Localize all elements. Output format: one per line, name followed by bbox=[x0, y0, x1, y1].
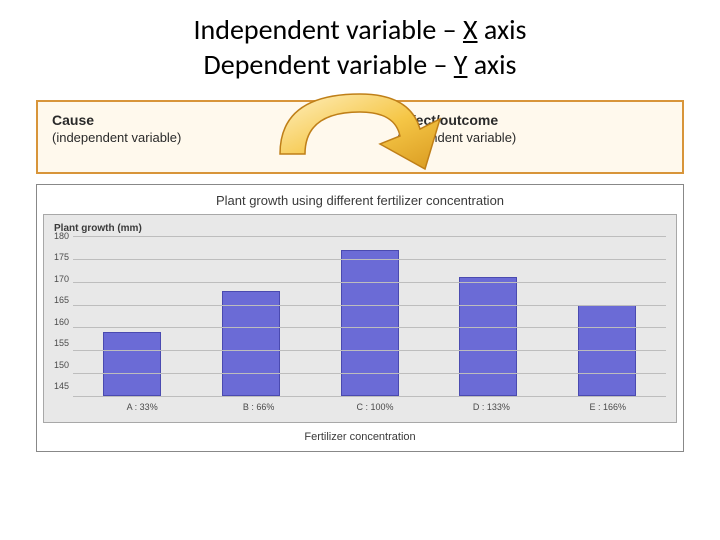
x-tick: A : 33% bbox=[113, 402, 171, 412]
title-1-underlined: X bbox=[463, 12, 478, 47]
bars-group bbox=[73, 236, 666, 396]
gridline bbox=[73, 396, 666, 397]
y-tick: 155 bbox=[54, 338, 69, 348]
gridline bbox=[73, 373, 666, 374]
title-2-post: axis bbox=[467, 47, 516, 82]
x-tick-labels: A : 33% B : 66% C : 100% D : 133% E : 166% bbox=[84, 402, 666, 412]
cause-label: Cause bbox=[52, 112, 323, 128]
y-tick: 165 bbox=[54, 295, 69, 305]
gridline bbox=[73, 327, 666, 328]
bar bbox=[222, 291, 280, 396]
title-line-1: Independent variable – X axis bbox=[0, 12, 720, 47]
plot-area bbox=[73, 236, 666, 396]
gridline bbox=[73, 259, 666, 260]
title-1-post: axis bbox=[478, 12, 527, 47]
gridline bbox=[73, 350, 666, 351]
y-tick: 150 bbox=[54, 360, 69, 370]
x-tick: D : 133% bbox=[462, 402, 520, 412]
gridline bbox=[73, 236, 666, 237]
y-tick: 170 bbox=[54, 274, 69, 284]
cause-sub: (independent variable) bbox=[52, 130, 323, 145]
title-1-pre: Independent variable – bbox=[193, 12, 463, 47]
y-tick: 175 bbox=[54, 252, 69, 262]
title-line-2: Dependent variable – Y axis bbox=[0, 47, 720, 82]
x-tick: E : 166% bbox=[579, 402, 637, 412]
effect-label: Effect/outcome bbox=[397, 112, 668, 128]
effect-sub: (dependent variable) bbox=[397, 130, 668, 145]
y-tick: 145 bbox=[54, 381, 69, 391]
bar bbox=[103, 332, 161, 396]
gridline bbox=[73, 282, 666, 283]
slide-title: Independent variable – X axis Dependent … bbox=[0, 0, 720, 82]
chart-title: Plant growth using different fertilizer … bbox=[43, 193, 677, 208]
y-tick: 160 bbox=[54, 317, 69, 327]
chart-plot-frame: Plant growth (mm) 1801751701651601551501… bbox=[43, 214, 677, 423]
plot-row: 180175170165160155150145 bbox=[54, 236, 666, 396]
title-2-pre: Dependent variable – bbox=[204, 47, 454, 82]
x-tick: B : 66% bbox=[230, 402, 288, 412]
x-tick: C : 100% bbox=[346, 402, 404, 412]
title-2-underlined: Y bbox=[454, 47, 468, 82]
cause-side: Cause (independent variable) bbox=[38, 102, 337, 172]
cause-effect-panel: Cause (independent variable) Effect/outc… bbox=[36, 100, 684, 174]
y-tick: 180 bbox=[54, 231, 69, 241]
effect-side: Effect/outcome (dependent variable) bbox=[337, 102, 682, 172]
y-tick-labels: 180 175 170 165 160 155 150 145 bbox=[54, 231, 73, 391]
x-axis-label: Fertilizer concentration bbox=[43, 431, 677, 443]
gridline bbox=[73, 305, 666, 306]
chart-container: Plant growth using different fertilizer … bbox=[36, 184, 684, 452]
y-axis-label: Plant growth (mm) bbox=[54, 223, 666, 234]
bar bbox=[459, 277, 517, 396]
